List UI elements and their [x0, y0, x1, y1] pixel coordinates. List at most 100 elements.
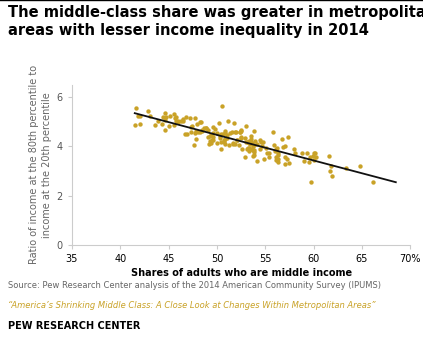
Point	[222, 142, 228, 147]
Point	[159, 114, 166, 120]
Point	[173, 118, 180, 124]
Point	[166, 123, 173, 129]
Point	[220, 140, 227, 145]
Point	[220, 131, 226, 137]
Point	[246, 138, 253, 144]
Point	[191, 142, 198, 148]
Point	[216, 120, 222, 126]
Point	[307, 154, 313, 159]
Text: Source: Pew Research Center analysis of the 2014 American Community Survey (IPUM: Source: Pew Research Center analysis of …	[8, 280, 382, 289]
Point	[231, 141, 238, 146]
Point	[272, 157, 279, 163]
Point	[301, 158, 308, 164]
Point	[274, 159, 281, 165]
Point	[203, 125, 209, 131]
Point	[272, 148, 278, 154]
Point	[221, 136, 228, 141]
Point	[266, 151, 273, 156]
Point	[286, 160, 293, 165]
Point	[175, 118, 182, 123]
Point	[248, 147, 255, 152]
Point	[232, 130, 239, 135]
Point	[238, 134, 244, 140]
Point	[254, 141, 261, 147]
Point	[311, 158, 318, 163]
Point	[236, 143, 243, 148]
Point	[188, 123, 195, 129]
Point	[262, 145, 269, 151]
Point	[307, 180, 314, 185]
Point	[258, 139, 265, 144]
Point	[226, 142, 233, 148]
Point	[248, 136, 255, 142]
Point	[246, 146, 253, 151]
Point	[137, 114, 143, 119]
Point	[192, 136, 199, 142]
Point	[132, 122, 138, 128]
Point	[212, 126, 219, 132]
Point	[225, 118, 231, 124]
Point	[239, 146, 245, 152]
Point	[171, 122, 178, 128]
Point	[274, 151, 281, 156]
Point	[328, 164, 335, 169]
Point	[162, 118, 168, 123]
Point	[370, 180, 376, 185]
Point	[253, 158, 260, 164]
Point	[197, 129, 204, 134]
Point	[179, 117, 186, 122]
Point	[274, 157, 280, 163]
Point	[236, 130, 243, 135]
Point	[171, 112, 178, 117]
Point	[146, 113, 153, 118]
Point	[199, 128, 206, 133]
Point	[259, 143, 266, 149]
Point	[290, 146, 297, 152]
Point	[182, 131, 189, 136]
Point	[281, 154, 288, 159]
Point	[218, 139, 225, 144]
Point	[229, 140, 236, 146]
Point	[231, 130, 238, 135]
Point	[162, 114, 169, 119]
Point	[218, 146, 225, 151]
Point	[209, 137, 216, 142]
Point	[245, 141, 252, 146]
Point	[224, 136, 231, 141]
Point	[195, 129, 202, 134]
Point	[291, 151, 298, 156]
Point	[208, 132, 214, 138]
Point	[204, 134, 211, 140]
Point	[159, 121, 165, 127]
Point	[251, 152, 258, 157]
Point	[271, 142, 277, 148]
Point	[251, 128, 258, 134]
Point	[217, 135, 223, 141]
Point	[259, 139, 266, 145]
Point	[264, 151, 270, 156]
Point	[229, 130, 236, 135]
Point	[133, 105, 140, 110]
Point	[250, 149, 257, 154]
Point	[199, 128, 206, 133]
Point	[306, 159, 313, 164]
Point	[222, 130, 228, 135]
Point	[229, 141, 236, 147]
Point	[242, 135, 248, 140]
Point	[244, 146, 251, 151]
Point	[242, 154, 248, 160]
Point	[209, 138, 216, 143]
Point	[205, 127, 212, 132]
Point	[274, 152, 281, 157]
Y-axis label: Ratio of income at the 80th percentile to
income at the 20th percentile: Ratio of income at the 80th percentile t…	[29, 65, 52, 265]
Point	[187, 130, 194, 135]
Point	[155, 118, 162, 124]
Point	[221, 137, 228, 143]
Point	[260, 156, 267, 162]
Point	[279, 137, 286, 142]
Point	[282, 143, 289, 149]
Text: The middle-class share was greater in metropolitan
areas with lesser income ineq: The middle-class share was greater in me…	[8, 5, 423, 38]
Point	[237, 129, 244, 134]
Point	[274, 146, 280, 151]
Point	[217, 133, 223, 138]
